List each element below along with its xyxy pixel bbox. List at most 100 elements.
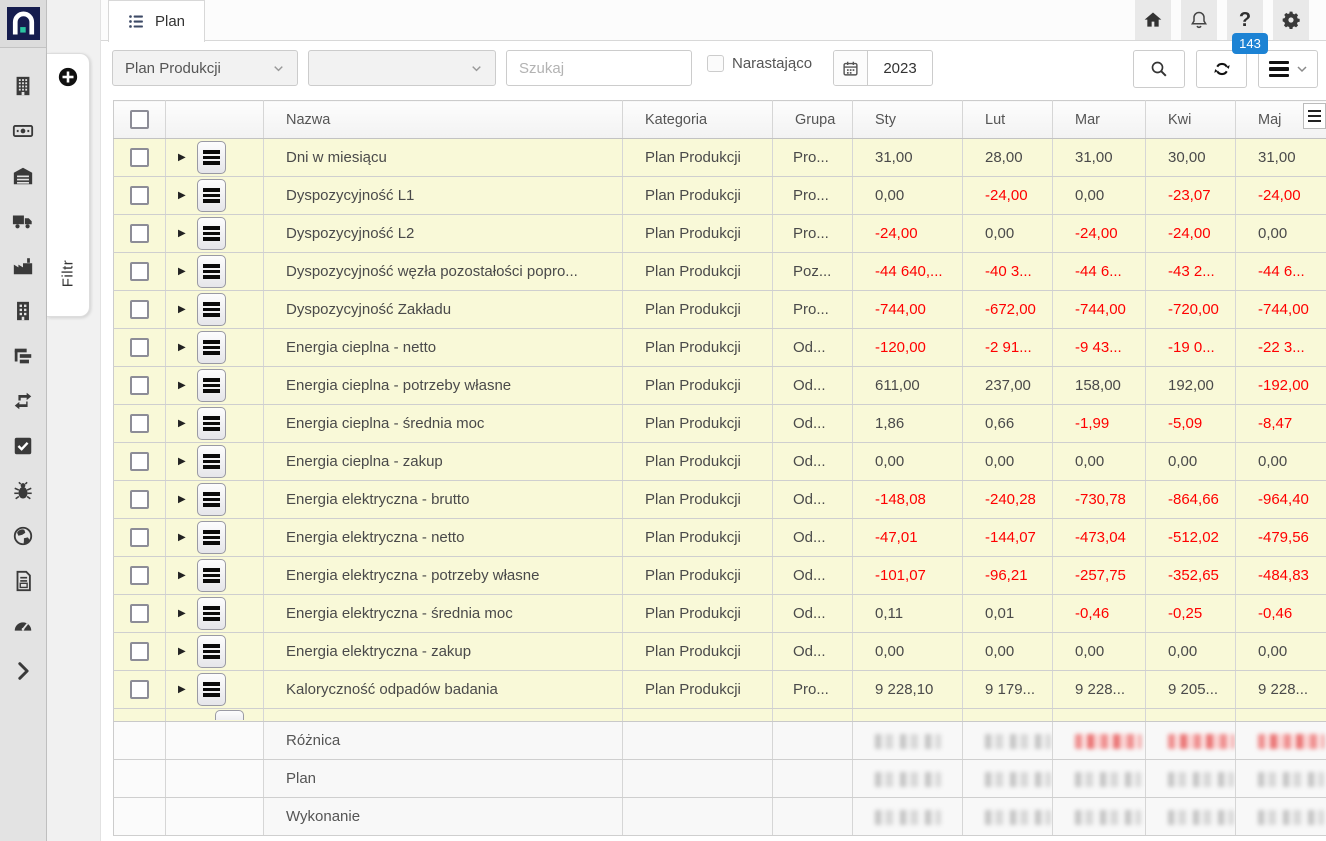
row-month-value[interactable]: -19 0... (1145, 328, 1236, 367)
row-month-value[interactable]: -744,00 (852, 290, 963, 329)
sidebar-item-truck[interactable] (0, 198, 46, 243)
filter-flyout-tab[interactable]: Filtr (47, 53, 90, 317)
column-header-month[interactable]: Kwi (1145, 100, 1236, 139)
row-month-value[interactable]: 0,00 (1235, 442, 1326, 481)
row-menu-button[interactable] (196, 255, 226, 288)
row-checkbox[interactable] (129, 528, 149, 547)
row-month-value[interactable]: 0,00 (1235, 214, 1326, 253)
row-month-value[interactable]: 0,00 (1235, 632, 1326, 671)
row-month-value[interactable]: -0,46 (1235, 594, 1326, 633)
search-button[interactable] (1133, 50, 1185, 88)
row-month-value[interactable]: 30,00 (1145, 138, 1236, 177)
row-checkbox[interactable] (129, 224, 149, 243)
row-month-value[interactable]: -101,07 (852, 556, 963, 595)
row-menu-button[interactable] (196, 369, 226, 402)
search-input[interactable] (506, 50, 692, 86)
row-menu-button[interactable] (196, 597, 226, 630)
row-name[interactable]: Dyspozycyjność L1 (263, 176, 623, 215)
row-month-value[interactable]: 31,00 (1052, 138, 1146, 177)
row-month-value[interactable]: 9 205... (1145, 670, 1236, 709)
row-month-value[interactable]: 158,00 (1052, 366, 1146, 405)
column-header-month[interactable]: Sty (852, 100, 963, 139)
sidebar-item-building-grid[interactable] (0, 63, 46, 108)
sidebar-item-banknote[interactable] (0, 108, 46, 153)
row-menu-button[interactable] (196, 673, 226, 706)
help-notification-badge[interactable]: 143 (1232, 33, 1268, 54)
row-name[interactable]: Energia elektryczna - zakup (263, 632, 623, 671)
row-month-value[interactable]: -43 2... (1145, 252, 1236, 291)
home-button[interactable] (1135, 0, 1171, 40)
row-month-value[interactable]: -148,08 (852, 480, 963, 519)
row-menu-button[interactable] (196, 141, 226, 174)
row-month-value[interactable]: -5,09 (1145, 404, 1236, 443)
row-menu-button[interactable] (196, 407, 226, 440)
column-header-month[interactable]: Lut (962, 100, 1053, 139)
row-name[interactable]: Energia elektryczna - średnia moc (263, 594, 623, 633)
row-menu-button[interactable] (196, 331, 226, 364)
row-checkbox[interactable] (129, 642, 149, 661)
row-name[interactable]: Dyspozycyjność Zakładu (263, 290, 623, 329)
row-checkbox[interactable] (129, 490, 149, 509)
row-month-value[interactable]: 0,00 (962, 214, 1053, 253)
row-month-value[interactable]: 0,00 (962, 442, 1053, 481)
expand-arrow-icon[interactable]: ▶ (178, 266, 186, 277)
row-month-value[interactable]: 0,01 (962, 594, 1053, 633)
expand-arrow-icon[interactable]: ▶ (178, 532, 186, 543)
row-month-value[interactable]: -257,75 (1052, 556, 1146, 595)
sidebar-item-industry[interactable] (0, 243, 46, 288)
notifications-button[interactable] (1181, 0, 1217, 40)
row-checkbox[interactable] (129, 680, 149, 699)
row-month-value[interactable]: -24,00 (1052, 214, 1146, 253)
row-checkbox[interactable] (129, 376, 149, 395)
row-month-value[interactable]: 0,00 (1145, 442, 1236, 481)
row-month-value[interactable]: -0,46 (1052, 594, 1146, 633)
column-header-month[interactable]: Mar (1052, 100, 1146, 139)
row-month-value[interactable]: 0,00 (852, 442, 963, 481)
row-month-value[interactable]: -744,00 (1052, 290, 1146, 329)
row-month-value[interactable]: -720,00 (1145, 290, 1236, 329)
grid-menu-button[interactable] (1258, 50, 1318, 88)
row-month-value[interactable]: 0,11 (852, 594, 963, 633)
row-checkbox[interactable] (129, 186, 149, 205)
sidebar-item-repeat[interactable] (0, 378, 46, 423)
row-menu-button[interactable] (196, 179, 226, 212)
sidebar-item-dashboard[interactable] (0, 603, 46, 648)
row-month-value[interactable]: 31,00 (1235, 138, 1326, 177)
row-month-value[interactable]: -2 91... (962, 328, 1053, 367)
row-month-value[interactable]: 9 228... (1052, 670, 1146, 709)
sidebar-item-warehouse[interactable] (0, 153, 46, 198)
select-all-checkbox[interactable] (129, 110, 149, 129)
row-checkbox[interactable] (129, 300, 149, 319)
row-name[interactable]: Energia cieplna - średnia moc (263, 404, 623, 443)
row-checkbox[interactable] (129, 566, 149, 585)
app-logo[interactable] (0, 0, 46, 48)
row-month-value[interactable]: 9 179... (962, 670, 1053, 709)
sidebar-item-bug[interactable] (0, 468, 46, 513)
sidebar-item-check-square[interactable] (0, 423, 46, 468)
row-month-value[interactable]: 0,00 (1052, 442, 1146, 481)
row-month-value[interactable]: 237,00 (962, 366, 1053, 405)
row-menu-button[interactable] (215, 710, 244, 720)
row-checkbox[interactable] (129, 338, 149, 357)
column-options-button[interactable] (1303, 103, 1326, 129)
row-month-value[interactable]: -1,99 (1052, 404, 1146, 443)
row-month-value[interactable]: 0,00 (852, 176, 963, 215)
row-month-value[interactable]: -23,07 (1145, 176, 1236, 215)
row-checkbox[interactable] (129, 414, 149, 433)
row-month-value[interactable]: -44 640,... (852, 252, 963, 291)
row-name[interactable]: Energia cieplna - potrzeby własne (263, 366, 623, 405)
row-month-value[interactable]: -479,56 (1235, 518, 1326, 557)
expand-arrow-icon[interactable]: ▶ (178, 190, 186, 201)
cumulative-checkbox[interactable]: Narastająco (707, 55, 812, 72)
row-name[interactable]: Energia cieplna - zakup (263, 442, 623, 481)
row-menu-button[interactable] (196, 635, 226, 668)
row-month-value[interactable]: 0,66 (962, 404, 1053, 443)
year-value[interactable]: 2023 (883, 59, 917, 77)
row-month-value[interactable]: -44 6... (1052, 252, 1146, 291)
expand-arrow-icon[interactable]: ▶ (178, 570, 186, 581)
expand-arrow-icon[interactable]: ▶ (178, 684, 186, 695)
row-menu-button[interactable] (196, 483, 226, 516)
row-checkbox[interactable] (129, 452, 149, 471)
row-month-value[interactable]: 31,00 (852, 138, 963, 177)
row-month-value[interactable]: -24,00 (1145, 214, 1236, 253)
